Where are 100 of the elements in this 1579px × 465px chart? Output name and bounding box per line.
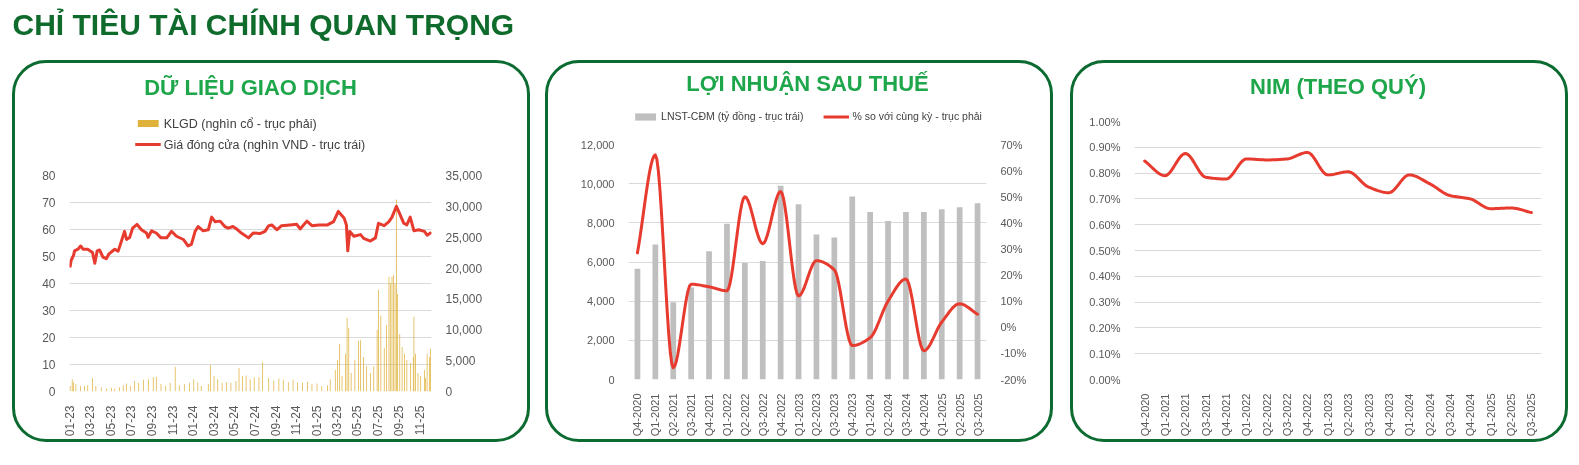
y2-tick-label: 20,000 — [445, 261, 483, 276]
x-tick-label: Q4-2024 — [1464, 393, 1477, 437]
y2-tick-label: 30,000 — [445, 199, 483, 214]
x-tick-label: Q2-2024 — [882, 393, 895, 437]
bar — [903, 212, 909, 380]
x-tick-label: Q4-2022 — [774, 393, 787, 437]
x-tick-label: Q4-2023 — [1382, 393, 1395, 437]
chart-title: LỢI NHUẬN SAU THUẾ — [686, 70, 929, 96]
y2-tick-label: 50% — [1000, 190, 1023, 203]
bar — [724, 223, 730, 380]
text: CHỈ TIÊU TÀI CHÍNH QUAN TRỌNG — [12, 7, 515, 41]
x-tick-label: Q2-2022 — [738, 393, 751, 437]
x-tick-label: Q3-2022 — [756, 393, 769, 437]
x-tick-label: 03-24 — [206, 405, 221, 437]
y2-tick-label: 10,000 — [445, 323, 483, 338]
x-tick-label: 11-25 — [412, 405, 427, 436]
chart-title: DỮ LIỆU GIAO DỊCH — [144, 74, 357, 100]
bar — [867, 212, 874, 380]
x-tick-label: Q1-2022 — [1240, 393, 1253, 437]
bar — [777, 185, 784, 380]
x-tick-label: Q3-2021 — [1199, 393, 1212, 437]
x-tick-label: 07-23 — [124, 405, 139, 437]
bar — [849, 196, 856, 380]
line-series — [69, 204, 432, 268]
bar — [741, 262, 748, 380]
x-tick-label: 03-23 — [82, 405, 97, 437]
y-tick-label: 0.60% — [1089, 218, 1121, 231]
y2-tick-label: 0 — [445, 385, 453, 399]
y2-tick-label: 35,000 — [445, 169, 483, 183]
y-tick-label: 10 — [42, 358, 56, 372]
x-tick-label: Q4-2023 — [846, 393, 859, 437]
x-tick-label: Q3-2024 — [1443, 393, 1456, 437]
x-tick-label: Q2-2021 — [1179, 393, 1192, 437]
y2-tick-label: 15,000 — [445, 292, 483, 307]
x-tick-label: 01-25 — [309, 405, 324, 437]
x-tick-label: Q2-2023 — [810, 393, 823, 437]
x-tick-label: 11-24 — [289, 405, 304, 436]
x-tick-label: 01-24 — [186, 405, 201, 437]
x-tick-label: 05-25 — [350, 405, 365, 437]
y-tick-label: 40 — [42, 277, 56, 291]
x-tick-label: Q2-2025 — [953, 393, 966, 437]
y-tick-label: 0.50% — [1089, 244, 1121, 257]
y-tick-label: 0.00% — [1089, 373, 1121, 386]
bar — [688, 287, 695, 380]
y2-tick-label: 70% — [1000, 138, 1023, 151]
x-tick-label: 05-23 — [103, 405, 118, 437]
x-tick-label: Q3-2025 — [1525, 393, 1538, 437]
x-tick-label: 05-24 — [227, 405, 242, 437]
y-tick-label: 10,000 — [580, 177, 615, 190]
y2-tick-label: 30% — [1000, 242, 1023, 255]
x-tick-label: Q3-2024 — [899, 393, 912, 437]
y2-tick-label: 5,000 — [445, 354, 476, 369]
y2-tick-label: -10% — [1000, 347, 1027, 360]
y-tick-label: 80 — [42, 169, 56, 183]
x-tick-label: Q1-2022 — [720, 393, 733, 437]
bar — [652, 244, 659, 380]
x-tick-label: Q4-2021 — [1220, 393, 1233, 437]
y-tick-label: 8,000 — [586, 216, 615, 229]
x-tick-label: Q1-2023 — [1321, 393, 1334, 437]
x-tick-label: Q2-2025 — [1504, 393, 1517, 437]
x-tick-label: Q4-2020 — [631, 393, 644, 437]
x-tick-label: 09-24 — [268, 405, 283, 437]
y2-tick-label: 40% — [1000, 216, 1023, 229]
y-tick-label: 4,000 — [586, 295, 615, 308]
x-tick-label: Q3-2021 — [685, 393, 698, 437]
y2-tick-label: -20% — [1000, 373, 1027, 386]
x-tick-label: Q2-2021 — [667, 393, 680, 437]
x-tick-label: Q1-2021 — [649, 393, 662, 437]
x-tick-label: 09-25 — [391, 405, 406, 437]
x-tick-label: Q4-2020 — [1138, 393, 1151, 437]
legend-label: LNST-CĐM (tỷ đồng - trục trái) — [661, 109, 804, 124]
x-tick-label: Q2-2023 — [1342, 393, 1355, 437]
y-tick-label: 0.20% — [1089, 321, 1121, 334]
y-tick-label: 60 — [42, 223, 56, 237]
y2-tick-label: 10% — [1000, 295, 1023, 308]
bar — [956, 207, 963, 380]
x-tick-label: Q3-2022 — [1281, 393, 1294, 437]
bar — [759, 261, 766, 380]
y-tick-label: 6,000 — [586, 256, 615, 268]
y-tick-label: 0.70% — [1089, 192, 1121, 205]
x-tick-label: 03-25 — [329, 405, 344, 437]
y-tick-label: 50 — [42, 250, 56, 264]
bar — [938, 209, 945, 380]
legend-label: Giá đóng cửa (nghìn VND - trục trái) — [163, 136, 366, 153]
y-tick-label: 0.30% — [1089, 296, 1121, 309]
x-tick-label: Q4-2024 — [917, 393, 930, 437]
y-tick-label: 0.10% — [1089, 347, 1121, 360]
y2-tick-label: 25,000 — [445, 230, 483, 245]
x-tick-label: Q1-2025 — [1484, 393, 1497, 437]
y2-tick-label: 20% — [1000, 269, 1023, 282]
x-tick-label: Q4-2022 — [1301, 393, 1314, 437]
x-tick-label: 09-23 — [145, 405, 160, 437]
x-tick-label: Q2-2024 — [1423, 393, 1436, 437]
y-tick-label: 30 — [42, 304, 56, 318]
x-tick-label: Q2-2022 — [1260, 393, 1273, 437]
x-tick-label: Q1-2023 — [792, 393, 805, 437]
bar — [885, 220, 891, 380]
y-tick-label: 0.90% — [1089, 141, 1121, 154]
chart-title: NIM (THEO QUÝ) — [1250, 73, 1427, 99]
y2-tick-label: 60% — [1000, 164, 1023, 177]
